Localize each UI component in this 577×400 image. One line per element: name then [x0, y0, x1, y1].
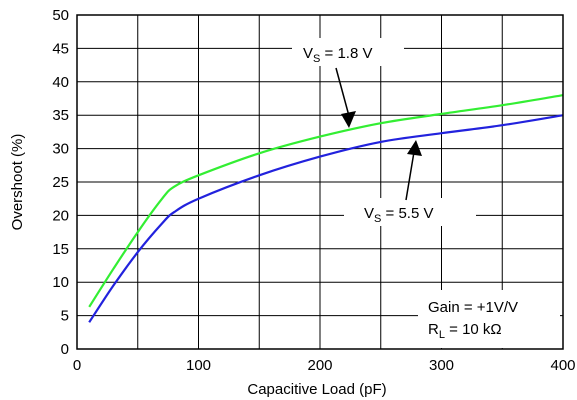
annotation-vs-5-5: VS = 5.5 V [344, 140, 476, 226]
annotation-conditions: Gain = +1V/V RL = 10 kΩ [418, 290, 560, 348]
annotation-vs-1-8-arrow [335, 67, 350, 117]
y-tick-label: 30 [52, 141, 69, 158]
annotation-rl-suffix: = 10 kΩ [445, 321, 502, 338]
annotation-vs-5-5-suffix: = 5.5 V [381, 205, 433, 222]
annotation-vs-1-8-arrowhead [341, 111, 356, 128]
annotation-vs-1-8-sub: S [313, 53, 320, 65]
grid [77, 15, 563, 349]
y-tick-label: 5 [61, 308, 69, 325]
annotation-vs-5-5-background [344, 198, 476, 226]
x-tick-label: 300 [429, 357, 454, 374]
series [88, 94, 564, 323]
series-line-vs-1-8 [88, 94, 564, 308]
y-axis-title: Overshoot (%) [9, 134, 26, 231]
annotation-vs-1-8-label: VS = 1.8 V [303, 45, 372, 65]
y-tick-label: 50 [52, 7, 69, 24]
y-tick-label: 20 [52, 207, 69, 224]
x-tick-label: 100 [186, 357, 211, 374]
y-tick-label: 35 [52, 107, 69, 124]
annotation-vs-5-5-arrowhead [407, 140, 422, 156]
annotation-conditions-background [418, 290, 560, 348]
y-tick-label: 40 [52, 74, 69, 91]
annotation-vs-5-5-prefix: V [364, 205, 374, 222]
annotation-gain: Gain = +1V/V [428, 299, 518, 316]
plot-frame [76, 14, 564, 350]
x-tick-label: 200 [307, 357, 332, 374]
annotation-vs-1-8-background [292, 38, 404, 66]
y-tick-label: 0 [61, 341, 69, 358]
annotation-vs-1-8-suffix: = 1.8 V [320, 45, 372, 62]
annotation-rl-sub: L [439, 329, 445, 341]
annotation-vs-5-5-sub: S [374, 213, 381, 225]
y-tick-label: 10 [52, 274, 69, 291]
annotation-vs-1-8-prefix: V [303, 45, 313, 62]
y-tick-label: 15 [52, 241, 69, 258]
annotation-rl-prefix: R [428, 321, 439, 338]
annotation-vs-5-5-arrow [405, 151, 415, 201]
annotation-vs-1-8: VS = 1.8 V [292, 38, 404, 128]
y-tick-label: 45 [52, 40, 69, 57]
x-tick-label: 0 [73, 357, 81, 374]
annotation-rl: RL = 10 kΩ [428, 321, 502, 341]
annotation-vs-5-5-label: VS = 5.5 V [364, 205, 433, 225]
series-line-vs-5-5 [88, 114, 564, 323]
y-tick-label: 25 [52, 174, 69, 191]
tick-labels: 0 5 10 15 20 25 30 35 40 45 50 0 100 200 300 400 [52, 7, 575, 374]
x-axis-title: Capacitive Load (pF) [247, 381, 386, 398]
x-tick-label: 400 [550, 357, 575, 374]
